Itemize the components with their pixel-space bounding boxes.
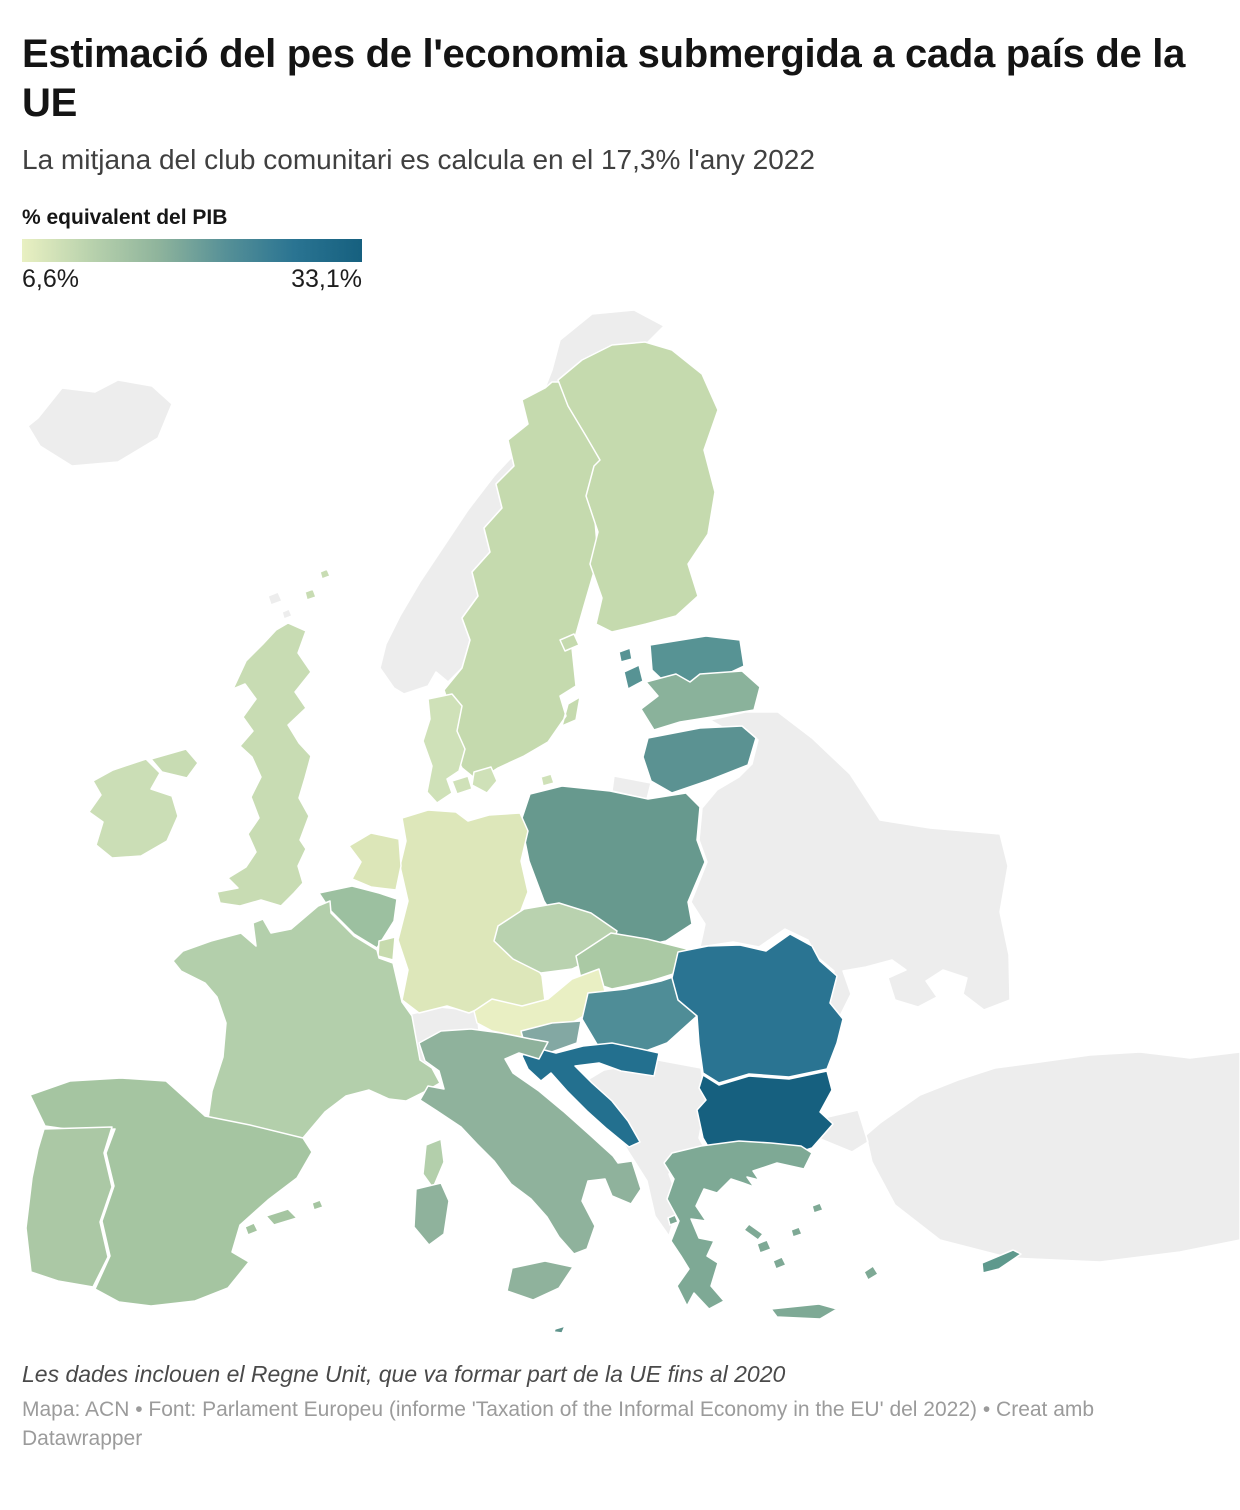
country-romania[interactable]	[671, 932, 844, 1084]
region-turkey	[805, 1050, 1240, 1263]
country-malta[interactable]	[553, 1324, 566, 1334]
europe-choropleth-map	[25, 308, 1240, 1334]
legend-title: % equivalent del PIB	[22, 205, 228, 229]
country-netherlands[interactable]	[348, 831, 402, 891]
country-cyprus[interactable]	[981, 1248, 1022, 1274]
page: Estimació del pes de l'economia submergi…	[0, 30, 1240, 294]
legend-max-label: 33,1%	[291, 264, 362, 293]
country-italy[interactable]	[413, 1027, 642, 1301]
country-latvia[interactable]	[640, 669, 761, 731]
legend-min-label: 6,6%	[22, 264, 79, 293]
legend-labels: 6,6% 33,1%	[22, 265, 362, 294]
country-finland[interactable]	[557, 340, 719, 652]
map-footnote: Les dades inclouen el Regne Unit, que va…	[22, 1360, 786, 1387]
page-subtitle: La mitjana del club comunitari es calcul…	[22, 143, 815, 175]
country-luxembourg[interactable]	[377, 935, 396, 961]
country-denmark[interactable]	[422, 692, 555, 804]
region-russia-belarus-ukraine	[690, 710, 1011, 1017]
region-faroe-islands	[267, 590, 293, 620]
country-belgium[interactable]	[318, 884, 398, 949]
country-lithuania[interactable]	[642, 724, 757, 794]
legend: % equivalent del PIB 6,6% 33,1%	[22, 206, 1218, 294]
country-croatia[interactable]	[521, 1041, 660, 1148]
country-ireland[interactable]	[88, 757, 179, 859]
country-bulgaria[interactable]	[696, 1069, 834, 1163]
country-united-kingdom[interactable]	[150, 567, 331, 907]
legend-gradient-bar	[22, 238, 362, 262]
region-iceland	[27, 378, 173, 467]
country-portugal[interactable]	[25, 1125, 113, 1288]
country-greece[interactable]	[663, 1139, 879, 1320]
attribution-line: Mapa: ACN • Font: Parlament Europeu (inf…	[22, 1397, 1095, 1450]
country-spain[interactable]	[29, 1076, 324, 1307]
page-title: Estimació del pes de l'economia submergi…	[22, 32, 1186, 125]
